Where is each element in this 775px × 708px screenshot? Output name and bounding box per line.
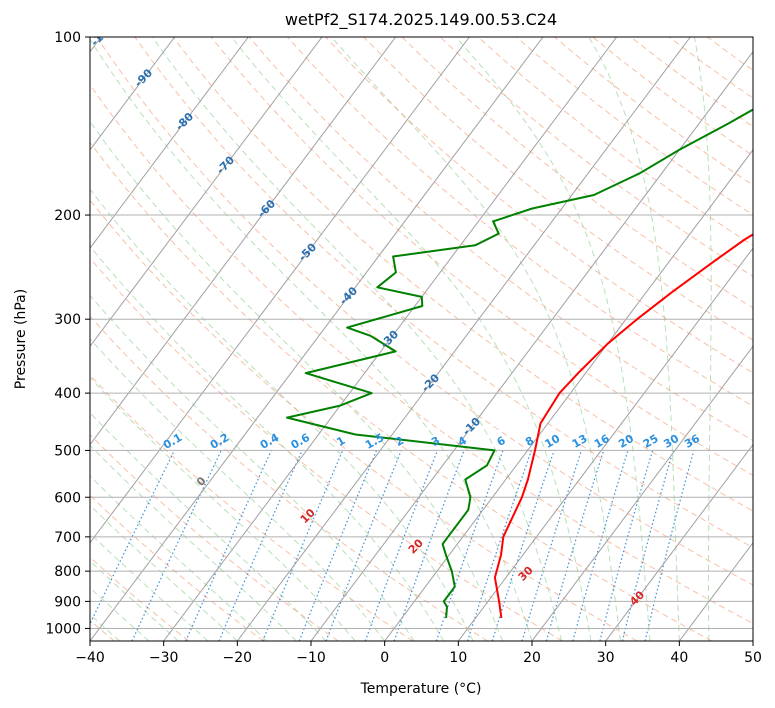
- isotherm-line: [90, 37, 397, 446]
- isotherm-line: [90, 37, 176, 151]
- x-tick-label: −20: [223, 650, 253, 666]
- moist-adiabat-line: [455, 37, 651, 641]
- isotherm-line: [163, 37, 618, 641]
- x-axis: −40 −30 −20 −10 0 10 20 30 40 50: [75, 641, 762, 666]
- y-tick-label: 400: [54, 386, 81, 402]
- y-tick-label: 1000: [45, 621, 81, 637]
- isotherm-line: [90, 37, 323, 348]
- moist-adiabat-line: [90, 294, 415, 641]
- dry-adiabat-line: [90, 199, 638, 641]
- y-tick-label: 500: [54, 443, 81, 459]
- mixing-ratio-line: [185, 450, 272, 641]
- x-tick-label: 30: [597, 650, 615, 666]
- moist-adiabat-line: [90, 120, 503, 641]
- isotherm-line: [457, 247, 753, 641]
- dry-adiabat-line: [96, 37, 753, 586]
- dry-adiabat-line: [210, 37, 753, 476]
- mixing-ratio-line: [572, 450, 629, 641]
- moist-adiabat-line: [231, 37, 592, 641]
- isotherm-line: [90, 37, 249, 249]
- dry-adiabat-line: [363, 37, 753, 341]
- dry-adiabat-line: [401, 37, 753, 309]
- mixing-ratio-line: [325, 450, 402, 641]
- x-tick-label: 10: [449, 650, 467, 666]
- isotherm-line: [90, 37, 470, 544]
- dry-adiabat-line: [90, 141, 712, 641]
- mixing-ratio-line: [435, 450, 504, 641]
- dry-adiabat-line: [248, 37, 753, 441]
- mixing-ratio-line: [521, 450, 583, 641]
- mixing-ratio-line: [621, 450, 674, 641]
- isotherm-line: [605, 443, 753, 641]
- mixing-ratio-line: [298, 450, 378, 641]
- moist-adiabats: [90, 37, 712, 641]
- x-tick-label: 50: [744, 650, 762, 666]
- chart-title: wetPf2_S174.2025.149.00.53.C24: [285, 10, 557, 30]
- y-tick-label: 600: [54, 490, 81, 506]
- isotherm-line: [236, 37, 691, 641]
- x-tick-label: 0: [380, 650, 389, 666]
- moist-adiabat-line: [693, 37, 712, 641]
- moist-adiabat-line: [331, 37, 621, 641]
- x-tick-label: −10: [296, 650, 326, 666]
- x-tick-label: 20: [523, 650, 541, 666]
- x-tick-label: −40: [75, 650, 105, 666]
- y-tick-label: 300: [54, 312, 81, 328]
- x-tick-label: 40: [670, 650, 688, 666]
- moist-adiabat-line: [90, 587, 150, 641]
- isotherm-line: [531, 345, 753, 641]
- y-axis-title: Pressure (hPa): [13, 289, 29, 389]
- profile-series: [286, 108, 753, 619]
- y-tick-label: 100: [54, 30, 81, 46]
- mixing-ratio-line: [545, 450, 605, 641]
- isotherms: [90, 37, 753, 641]
- y-tick-label: 700: [54, 530, 81, 546]
- mixing-ratio-line: [491, 450, 555, 641]
- isobars: [90, 37, 753, 629]
- moist-adiabat-line: [588, 37, 680, 641]
- moist-adiabat-line: [151, 37, 562, 641]
- plot-area: 0.10.20.40.611.52346810131620253036-100-…: [90, 37, 753, 641]
- y-axis: 100 200 300 400 500 600 700 800 900 1000: [45, 30, 90, 637]
- mixing-ratio-line: [218, 450, 303, 641]
- y-tick-label: 900: [54, 594, 81, 610]
- y-tick-label: 800: [54, 564, 81, 580]
- dry-adiabat-line: [90, 83, 753, 625]
- isotherm-line: [384, 149, 753, 641]
- y-tick-label: 200: [54, 208, 81, 224]
- temperature-line: [493, 233, 753, 619]
- isotherm-line: [90, 37, 544, 641]
- mixing-ratio-line: [466, 450, 533, 641]
- moist-adiabat-line: [90, 338, 386, 641]
- dry-adiabat-line: [172, 37, 753, 512]
- x-axis-title: Temperature (°C): [360, 681, 482, 697]
- mixing-ratio-line: [364, 450, 439, 641]
- x-tick-label: −30: [149, 650, 179, 666]
- dry-adiabat-line: [90, 257, 563, 641]
- isotherm-line: [310, 50, 753, 641]
- dewpoint-line: [286, 108, 753, 619]
- mixing-ratio-line: [599, 450, 654, 641]
- mixing-ratio-line: [262, 450, 344, 641]
- moist-adiabat-line: [90, 38, 533, 641]
- plot-frame: [89, 36, 754, 642]
- moist-adiabat-line: [90, 376, 356, 641]
- moist-adiabat-line: [90, 188, 474, 641]
- dry-adiabat-line: [90, 374, 414, 641]
